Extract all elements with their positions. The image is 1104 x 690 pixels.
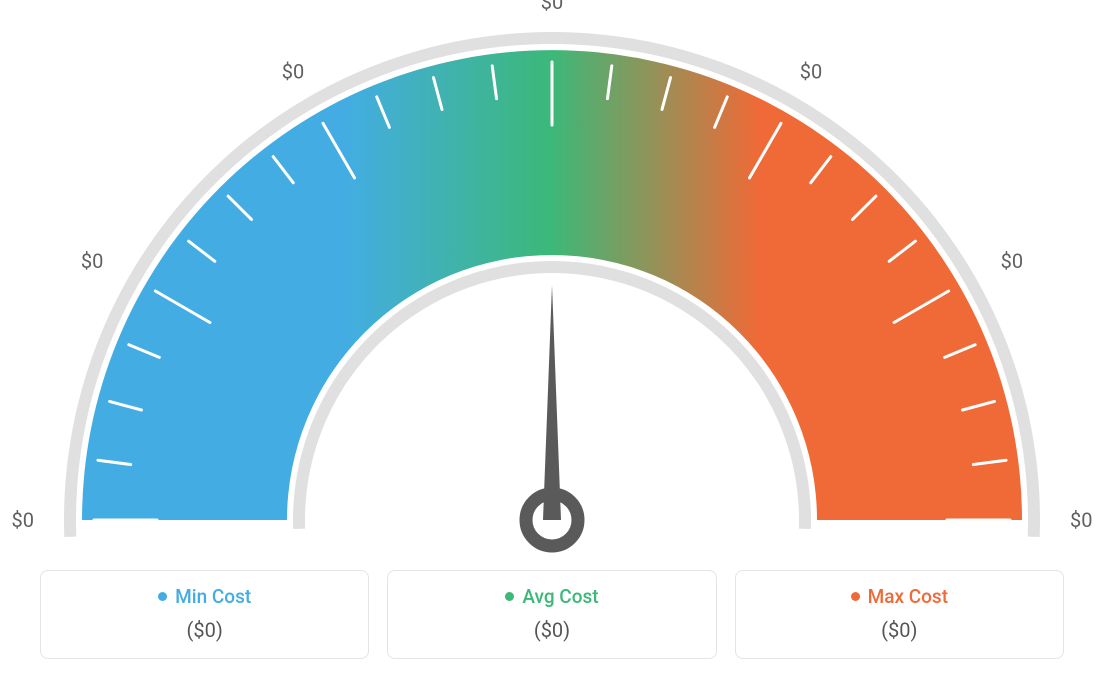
gauge-tick-label: $0 <box>800 59 822 83</box>
legend-title-min: Min Cost <box>51 585 358 608</box>
gauge-tick-label: $0 <box>81 249 103 273</box>
gauge-needle <box>543 285 561 520</box>
legend-value-min: ($0) <box>51 618 358 642</box>
gauge-svg: $0 $0 $0 $0 $0 $0 $0 <box>0 0 1104 560</box>
legend-box-avg: Avg Cost ($0) <box>387 570 716 659</box>
gauge-tick-label: $0 <box>1070 508 1092 532</box>
legend-label-min: Min Cost <box>175 585 251 608</box>
legend-title-max: Max Cost <box>746 585 1053 608</box>
legend: Min Cost ($0) Avg Cost ($0) Max Cost ($0… <box>0 570 1104 659</box>
gauge-tick-label: $0 <box>541 0 563 14</box>
gauge-tick-label: $0 <box>282 59 304 83</box>
dot-min <box>158 592 167 601</box>
legend-label-max: Max Cost <box>868 585 948 608</box>
gauge-wrapper: $0 $0 $0 $0 $0 $0 $0 <box>0 0 1104 560</box>
gauge-tick-label: $0 <box>1001 249 1023 273</box>
dot-max <box>851 592 860 601</box>
legend-box-max: Max Cost ($0) <box>735 570 1064 659</box>
legend-label-avg: Avg Cost <box>522 585 598 608</box>
legend-value-avg: ($0) <box>398 618 705 642</box>
legend-value-max: ($0) <box>746 618 1053 642</box>
legend-title-avg: Avg Cost <box>398 585 705 608</box>
gauge-chart-container: $0 $0 $0 $0 $0 $0 $0 Min Cost ($0) Avg Cost ($… <box>0 0 1104 690</box>
legend-box-min: Min Cost ($0) <box>40 570 369 659</box>
dot-avg <box>505 592 514 601</box>
gauge-tick-label: $0 <box>12 508 34 532</box>
